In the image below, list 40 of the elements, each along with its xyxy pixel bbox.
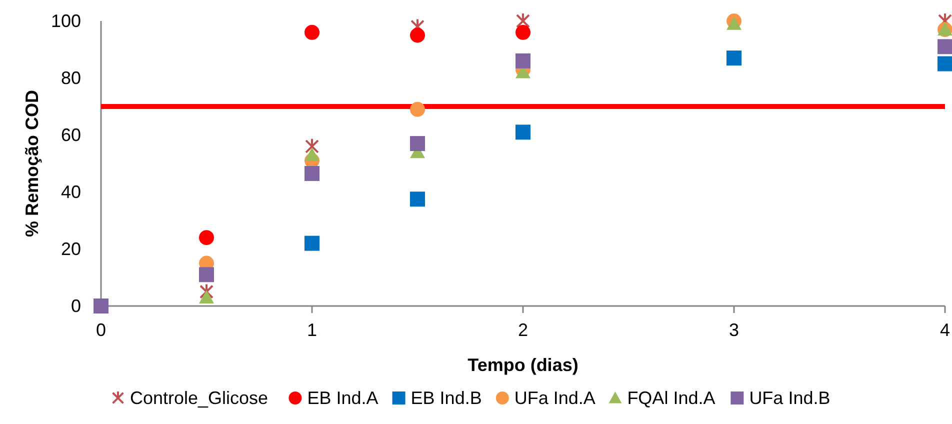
point xyxy=(304,166,320,181)
y-tick-label: 80 xyxy=(60,68,81,88)
point xyxy=(516,124,530,140)
point xyxy=(199,267,214,282)
point xyxy=(410,136,425,152)
point xyxy=(304,236,320,251)
legend-label: EB Ind.B xyxy=(410,388,482,408)
point xyxy=(94,298,108,314)
point xyxy=(199,230,214,246)
point xyxy=(304,24,320,40)
legend-label: UFa Ind.A xyxy=(514,388,596,408)
point xyxy=(938,39,952,54)
y-axis-title: % Remoção COD xyxy=(22,90,42,238)
point xyxy=(516,53,530,68)
y-tick-label: 40 xyxy=(60,182,81,202)
x-axis-title: Tempo (dias) xyxy=(468,355,578,375)
y-tick-label: 60 xyxy=(60,125,81,145)
legend-label: UFa Ind.B xyxy=(749,388,830,408)
legend-label: Controle_Glicose xyxy=(130,388,268,408)
y-tick-label: 0 xyxy=(70,296,81,316)
x-tick-label: 3 xyxy=(728,320,740,340)
legend-label: EB Ind.A xyxy=(307,388,378,408)
point xyxy=(410,28,425,43)
point xyxy=(305,138,319,154)
point xyxy=(516,24,530,40)
point xyxy=(726,50,742,66)
point xyxy=(199,290,214,304)
point xyxy=(304,147,320,161)
x-tick-label: 1 xyxy=(306,320,318,340)
legend-label: FQAl Ind.A xyxy=(627,388,716,408)
y-tick-label: 100 xyxy=(50,11,81,31)
point xyxy=(410,192,425,207)
point xyxy=(200,283,214,299)
point xyxy=(938,56,952,72)
point xyxy=(410,102,425,117)
point xyxy=(516,12,530,28)
y-tick-label: 20 xyxy=(60,239,81,259)
x-tick-label: 0 xyxy=(96,320,106,340)
x-tick-label: 4 xyxy=(940,320,950,340)
x-tick-label: 2 xyxy=(518,320,528,340)
